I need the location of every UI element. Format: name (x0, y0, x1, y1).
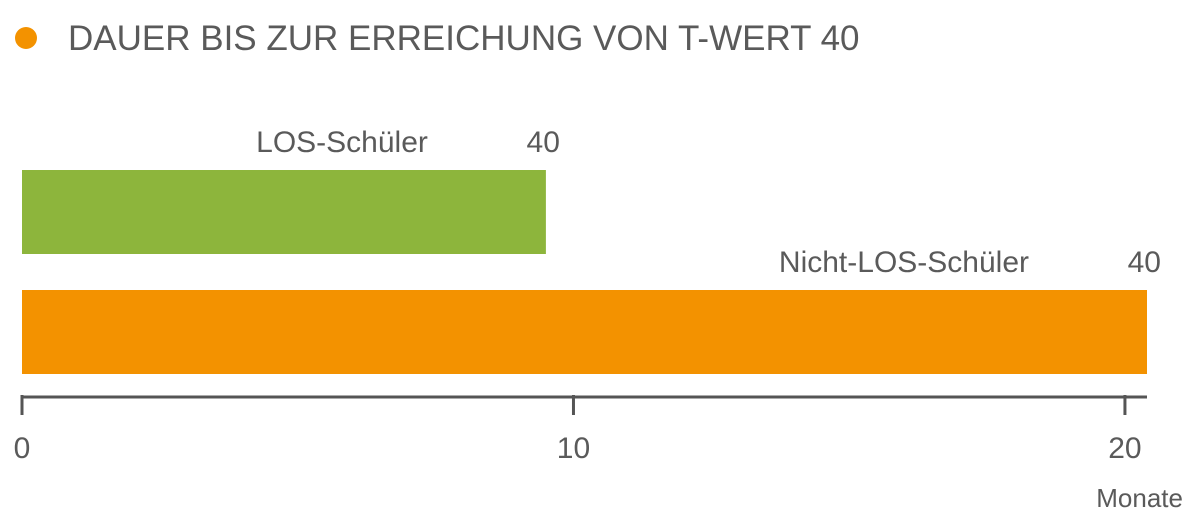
bar (22, 170, 546, 254)
category-label: Nicht-LOS-Schüler (779, 246, 1029, 279)
x-axis-label: Monate (1096, 483, 1183, 513)
x-tick-label: 0 (14, 432, 31, 465)
x-tick-label: 20 (1108, 432, 1141, 465)
chart-title: DAUER BIS ZUR ERREICHUNG VON T-WERT 40 (68, 19, 860, 58)
category-label: LOS-Schüler (256, 126, 428, 159)
bar-end-label: 40 (527, 126, 560, 159)
x-tick-label: 10 (557, 432, 590, 465)
title-dot (15, 27, 37, 49)
bar (22, 290, 1147, 374)
bar-end-label: 40 (1128, 246, 1161, 279)
